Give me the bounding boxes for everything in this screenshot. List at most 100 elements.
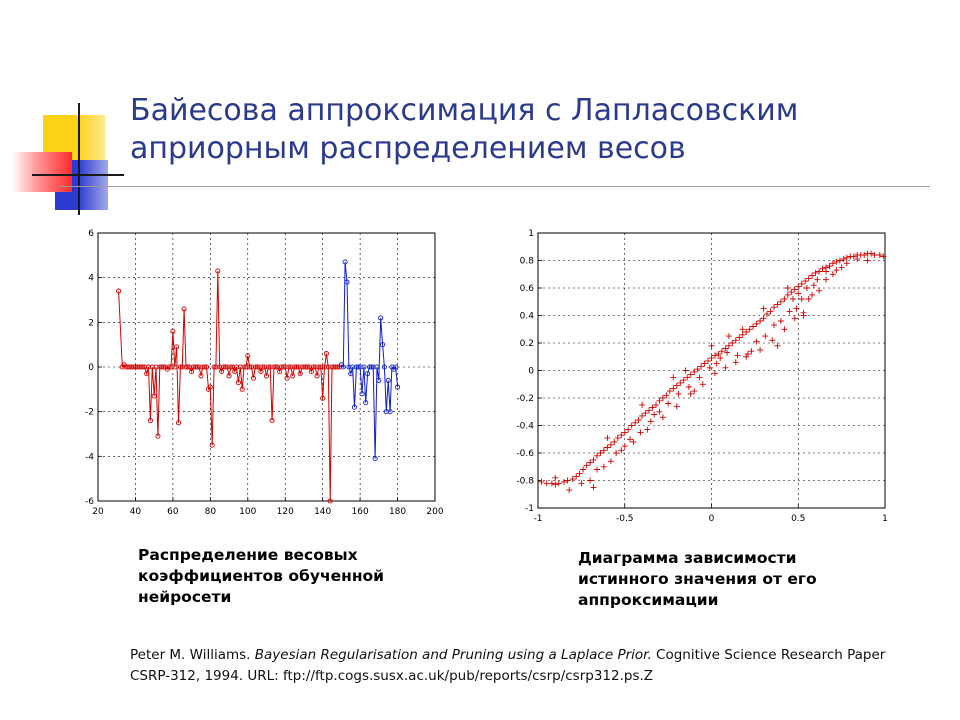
scatter-point: [760, 305, 767, 312]
scatter-point: [613, 450, 620, 456]
weights-point: [348, 371, 354, 377]
weights-point: [265, 364, 271, 370]
slide-title: Байесова аппроксимация с Лапласовским ап…: [130, 92, 930, 168]
scatter-point: [566, 487, 573, 494]
scatter-point: [694, 366, 701, 373]
scatter-point: [732, 337, 739, 344]
scatter-point: [630, 439, 637, 445]
weights-point: [226, 373, 232, 379]
weights-point: [331, 364, 337, 370]
caption-left-line1: Распределение весовых: [138, 546, 358, 564]
scatter-point: [774, 342, 781, 349]
weights-x-tick-label: 160: [352, 507, 369, 517]
scatter-point: [594, 452, 600, 459]
scatter-point: [583, 462, 590, 469]
scatter-point: [769, 337, 776, 344]
scatter-point: [666, 388, 673, 395]
weights-point: [378, 315, 384, 321]
scatter-point: [784, 285, 791, 291]
scatter-point: [774, 301, 781, 308]
scatter-point: [750, 323, 757, 330]
scatter-point: [670, 374, 677, 381]
scatter-point: [739, 331, 746, 338]
reference: Peter M. Williams. Bayesian Regularisati…: [130, 645, 930, 687]
weights-point: [131, 364, 137, 370]
scatter-point: [748, 348, 755, 355]
weights-point: [320, 395, 326, 401]
scatter-point: [642, 410, 649, 417]
scatter-point: [578, 480, 585, 487]
weights-x-tick-label: 100: [239, 507, 256, 517]
weights-point: [211, 364, 217, 370]
scatter-point: [746, 326, 753, 333]
scatter-point: [876, 252, 883, 258]
scatter-point: [786, 308, 793, 315]
weights-x-tick-label: 180: [389, 507, 406, 517]
weights-point: [196, 364, 202, 370]
weights-point: [147, 418, 153, 424]
weights-x-tick-label: 80: [205, 507, 217, 517]
weights-x-tick-label: 140: [314, 507, 331, 517]
decoration-vertical-line: [78, 103, 80, 215]
caption-left: Распределение весовых коэффициентов обуч…: [138, 545, 384, 608]
weights-point: [305, 364, 311, 370]
weights-point: [318, 364, 324, 370]
scatter-y-tick-label: -1: [525, 504, 534, 514]
weights-point: [395, 384, 401, 390]
weights-point: [245, 353, 251, 359]
scatter-point: [632, 419, 639, 426]
scatter-point: [725, 342, 732, 349]
scatter-point: [793, 305, 800, 312]
scatter-point: [802, 278, 809, 285]
weights-point: [292, 364, 298, 370]
weights-point: [219, 368, 225, 375]
weights-point: [194, 364, 200, 370]
scatter-point: [639, 401, 646, 408]
weights-point: [177, 364, 183, 370]
scatter-point: [614, 434, 621, 441]
weights-distribution-chart: 20 40 60 80 100 120 140 160 180 200 -6 -4 -2 0 2 4 6: [85, 229, 444, 517]
scatter-point: [734, 352, 741, 359]
weights-point: [144, 371, 150, 377]
scatter-point: [854, 256, 861, 263]
weights-point: [157, 364, 163, 370]
weights-point: [166, 364, 172, 370]
weights-point: [232, 368, 238, 375]
scatter-y-tick-label: 0.8: [520, 257, 535, 267]
scatter-point: [677, 379, 684, 386]
scatter-point: [656, 397, 663, 404]
scatter-point: [823, 276, 829, 283]
weights-point: [355, 364, 361, 370]
scatter-point: [698, 363, 705, 370]
scatter-point: [597, 450, 604, 456]
weights-point: [136, 364, 142, 370]
weights-y-tick-label: -6: [85, 497, 94, 507]
scatter-point: [771, 304, 777, 311]
weights-point: [363, 400, 369, 406]
weights-point: [368, 364, 374, 370]
weights-point: [222, 364, 228, 370]
weights-point: [185, 364, 191, 370]
weights-point: [380, 342, 386, 348]
scatter-x-tick-label: 0: [709, 514, 715, 524]
weights-point: [230, 364, 236, 370]
weights-point: [277, 368, 283, 375]
scatter-point: [682, 367, 689, 374]
weights-point: [366, 364, 373, 370]
scatter-point: [552, 481, 559, 488]
weights-point: [340, 364, 346, 370]
weights-point: [224, 364, 230, 370]
scatter-y-tick-label: -0.6: [516, 449, 534, 459]
weights-x-tick-label: 20: [92, 507, 104, 517]
scatter-y-tick-label: -0.8: [516, 477, 534, 487]
scatter-point: [725, 333, 732, 340]
scatter-point: [715, 351, 722, 357]
scatter-point: [594, 466, 600, 473]
scatter-axes-frame: [537, 232, 886, 509]
weights-point: [342, 259, 348, 265]
scatter-point: [812, 269, 819, 276]
scatter-x-tick-label: -0.5: [616, 514, 634, 524]
scatter-point: [736, 334, 743, 341]
weights-point: [273, 364, 279, 370]
scatter-y-tick-label: -0.4: [516, 422, 534, 432]
